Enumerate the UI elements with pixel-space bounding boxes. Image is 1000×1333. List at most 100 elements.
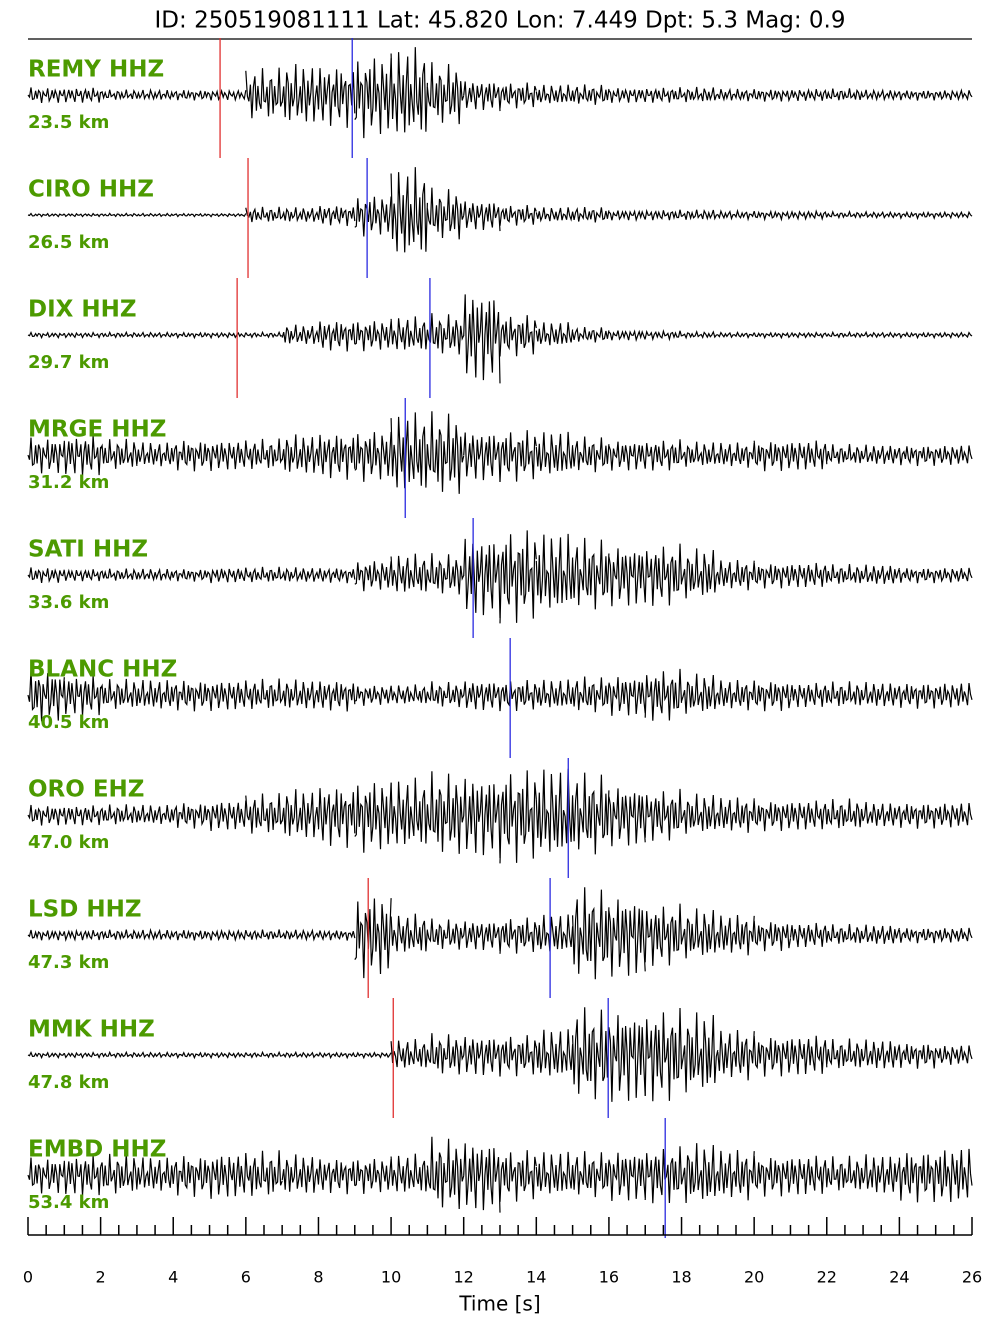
waveform-segment: [826, 88, 864, 101]
waveform-segment: [644, 543, 683, 606]
distance-label: 47.8 km: [28, 1072, 109, 1093]
station-label: BLANC HHZ: [28, 657, 177, 683]
waveform-segment: [898, 446, 937, 467]
waveform-segment: [27, 212, 65, 218]
station-label: DIX HHZ: [28, 297, 137, 323]
waveform-segment: [208, 440, 247, 472]
waveform-segment: [390, 1038, 428, 1068]
distance-label: 23.5 km: [28, 112, 109, 133]
waveform-segment: [862, 564, 900, 584]
waveform-segment: [499, 1150, 537, 1202]
waveform-segment: [680, 673, 719, 714]
waveform-segment: [63, 675, 102, 716]
waveform-segment: [426, 1136, 465, 1210]
waveform-segment: [935, 210, 973, 220]
waveform-segment: [717, 797, 755, 833]
waveform-segment: [608, 209, 646, 223]
waveform-segment: [426, 187, 465, 240]
waveform-segment: [426, 411, 465, 494]
x-tick-label: 14: [526, 1268, 546, 1287]
x-tick-label: 18: [671, 1268, 691, 1287]
waveform-segment: [681, 329, 718, 340]
waveform-segment: [100, 929, 138, 941]
waveform-segment: [245, 1050, 283, 1059]
waveform-segment: [680, 793, 719, 834]
waveform-segment: [535, 207, 574, 223]
waveform-segment: [680, 441, 719, 467]
waveform-segment: [535, 431, 574, 474]
waveform-segment: [281, 434, 320, 473]
station-label: REMY HHZ: [28, 57, 164, 83]
waveform-segment: [281, 928, 320, 942]
waveform-segment: [245, 1150, 283, 1196]
waveform-segment: [789, 331, 828, 339]
waveform-segment: [681, 86, 719, 103]
waveform-segment: [572, 1151, 610, 1198]
waveform-segment: [27, 437, 65, 474]
waveform-segment: [100, 330, 138, 339]
waveform-segment: [390, 167, 428, 253]
waveform-segment: [753, 563, 792, 589]
waveform-segment: [100, 804, 138, 825]
waveform-segment: [208, 88, 247, 103]
waveform-segment: [172, 89, 210, 101]
waveform-segment: [354, 1051, 392, 1060]
waveform-segment: [27, 929, 65, 941]
waveform-segment: [789, 562, 828, 588]
waveform-segment: [644, 1146, 683, 1204]
waveform-segment: [390, 47, 428, 133]
waveform-segment: [317, 681, 356, 712]
waveform-segment: [27, 804, 65, 826]
waveform-segment: [753, 800, 792, 832]
waveform-segment: [535, 322, 574, 346]
waveform-segment: [644, 903, 683, 966]
waveform-segment: [100, 212, 138, 218]
waveform-segment: [426, 771, 465, 854]
waveform-segment: [390, 913, 428, 952]
waveform-segment: [63, 928, 102, 942]
waveform-segment: [354, 431, 392, 482]
waveform-segment: [608, 788, 646, 847]
waveform-segment: [826, 1155, 864, 1191]
waveform-segment: [644, 788, 683, 841]
waveform-segment: [390, 777, 428, 845]
waveform-segment: [717, 1149, 755, 1201]
waveform-segment: [136, 1157, 174, 1191]
waveform-segment: [390, 1153, 428, 1192]
waveform-segment: [717, 87, 755, 102]
waveform-segment: [717, 208, 755, 222]
waveform-segment: [463, 1036, 501, 1077]
waveform-segment: [935, 331, 973, 339]
waveform-segment: [898, 928, 937, 944]
waveform-segment: [426, 553, 465, 595]
waveform-segment: [572, 1007, 610, 1100]
waveform-segment: [717, 1029, 755, 1081]
waveform-segment: [245, 330, 283, 339]
station-label: LSD HHZ: [28, 897, 142, 923]
waveform-segment: [172, 212, 210, 218]
waveform-segment: [208, 1153, 247, 1199]
waveform-segment: [100, 89, 138, 101]
waveform-segment: [572, 327, 610, 343]
waveform-segment: [63, 1155, 102, 1196]
waveform-segment: [208, 567, 247, 584]
waveform-segment: [898, 684, 937, 709]
waveform-segment: [317, 68, 356, 128]
waveform-segment: [535, 533, 574, 608]
waveform-segment: [499, 205, 537, 226]
x-tick-label: 0: [23, 1268, 33, 1287]
waveform-segment: [862, 330, 900, 339]
distance-label: 47.0 km: [28, 832, 109, 853]
waveform-segment: [789, 682, 828, 708]
waveform-segment: [935, 927, 973, 943]
station-label: SATI HHZ: [28, 537, 148, 563]
waveform-segment: [644, 439, 683, 471]
waveform-segment: [463, 201, 501, 232]
waveform-segment: [644, 328, 683, 342]
waveform-segment: [245, 678, 283, 709]
waveform-segment: [935, 88, 973, 102]
waveform-segment: [862, 88, 900, 102]
waveform-segment: [245, 793, 283, 834]
waveform-segment: [317, 1051, 356, 1060]
waveform-segment: [172, 331, 210, 340]
